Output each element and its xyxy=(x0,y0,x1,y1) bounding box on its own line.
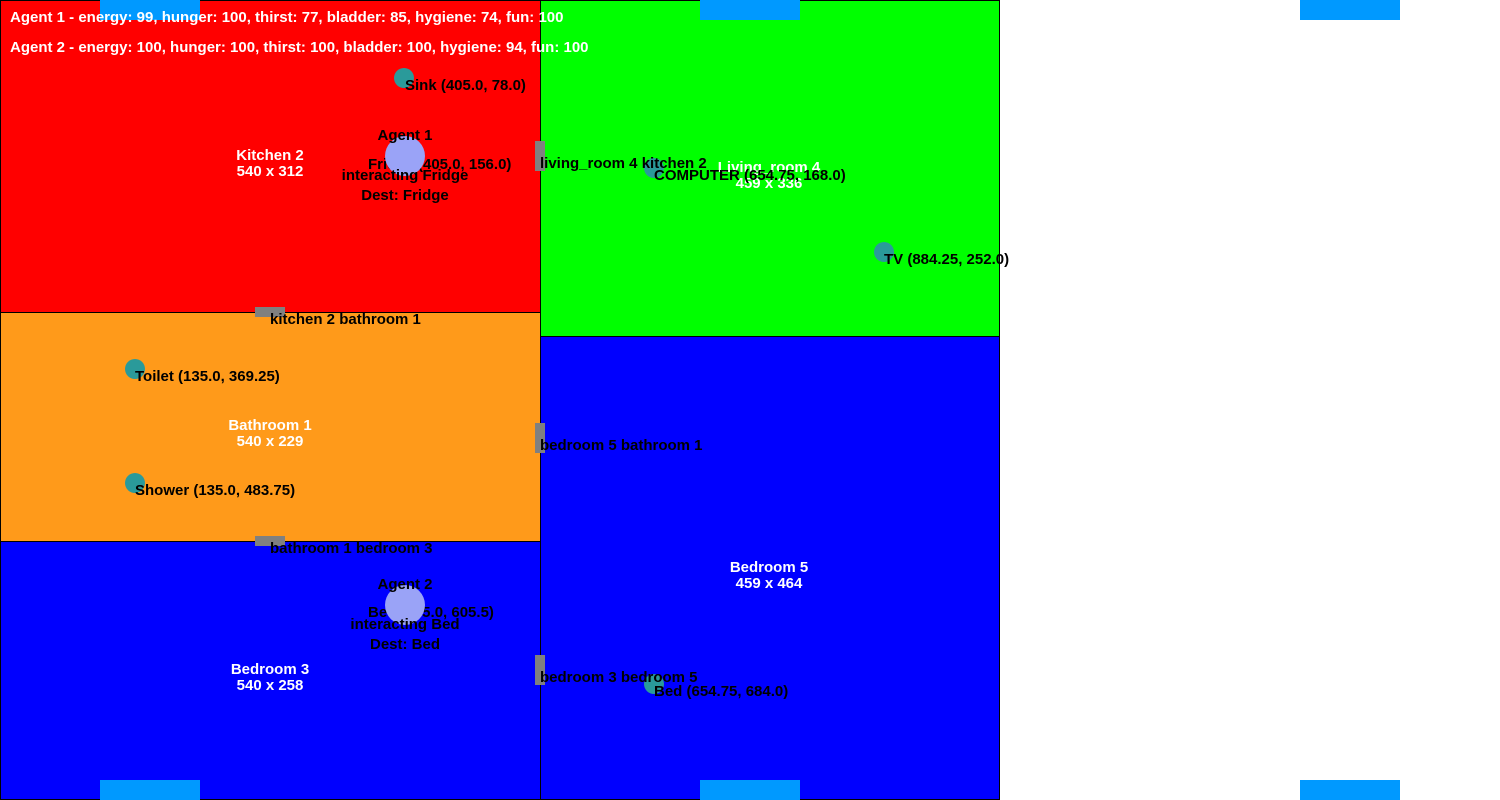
sink-label: Sink (405.0, 78.0) xyxy=(405,77,526,94)
toilet-icon[interactable] xyxy=(125,359,145,379)
door-kitchen-bathroom[interactable] xyxy=(255,307,285,317)
top-tab-2-overlay xyxy=(700,0,800,20)
bedroom3-name: Bedroom 3 xyxy=(230,661,310,678)
shower-label: Shower (135.0, 483.75) xyxy=(135,482,296,499)
room-living xyxy=(540,0,1000,337)
door-bathroom-bedroom3-label: bathroom 1 bedroom 3 xyxy=(270,540,433,557)
bottom-tab-1-overlay xyxy=(100,780,200,800)
agent1-name: Agent 1 xyxy=(377,127,433,144)
living-name: Living_room 4 xyxy=(717,159,821,176)
door-bedroom5-bathroom-label: bedroom 5 bathroom 1 xyxy=(540,437,703,454)
bedroom5-size: 459 x 464 xyxy=(735,575,803,592)
agent1-dest: Dest: Fridge xyxy=(361,187,449,204)
door-living-kitchen[interactable] xyxy=(535,141,545,171)
computer-icon[interactable] xyxy=(644,158,664,178)
door-living-kitchen-label: living_room 4 kitchen 2 xyxy=(540,155,707,172)
bedroom5-label: Bedroom 5 459 x 464 xyxy=(730,560,808,592)
bottom-tab-2-overlay xyxy=(700,780,800,800)
door-bedroom5-bathroom[interactable] xyxy=(535,423,545,453)
door-bedroom3-bedroom5-label: bedroom 3 bedroom 5 xyxy=(540,669,698,686)
agent2-action: interacting Bed xyxy=(350,616,460,633)
bathroom-size: 540 x 229 xyxy=(236,433,304,450)
agent1-action: interacting Fridge xyxy=(341,167,469,184)
door-kitchen-bathroom-label: kitchen 2 bathroom 1 xyxy=(270,311,421,328)
agent2-dest: Dest: Bed xyxy=(369,636,441,653)
bedroom3-label: Bedroom 3 540 x 258 xyxy=(231,662,309,694)
tv-icon[interactable] xyxy=(874,242,894,262)
sink-icon[interactable] xyxy=(394,68,414,88)
tv-label: TV (884.25, 252.0) xyxy=(884,251,1010,268)
door-bathroom-bedroom3[interactable] xyxy=(255,536,285,546)
door-bedroom3-bedroom5[interactable] xyxy=(535,655,545,685)
bottom-tab-3 xyxy=(1300,780,1400,800)
top-tab-3 xyxy=(1300,0,1400,20)
living-label: Living_room 4 459 x 336 xyxy=(718,160,821,192)
top-tab-1-overlay xyxy=(100,0,200,20)
bed5-label: Bed (654.75, 684.0) xyxy=(654,683,789,700)
toilet-label: Toilet (135.0, 369.25) xyxy=(135,368,280,385)
living-size: 459 x 336 xyxy=(735,175,803,192)
agent2-name: Agent 2 xyxy=(377,576,433,593)
agent1-avatar[interactable] xyxy=(385,136,425,176)
bathroom-label: Bathroom 1 540 x 229 xyxy=(228,418,311,450)
computer-label: COMPUTER (654.75, 168.0) xyxy=(654,167,846,184)
room-bathroom xyxy=(0,312,541,542)
kitchen-name: Kitchen 2 xyxy=(236,147,304,164)
agent2-status: Agent 2 - energy: 100, hunger: 100, thir… xyxy=(10,39,589,56)
bathroom-name: Bathroom 1 xyxy=(228,417,312,434)
bed5-icon[interactable] xyxy=(644,674,664,694)
room-bedroom5 xyxy=(540,336,1000,800)
bedroom3-size: 540 x 258 xyxy=(236,677,304,694)
agent2-avatar[interactable] xyxy=(385,585,425,625)
kitchen-label: Kitchen 2 540 x 312 xyxy=(236,148,304,180)
bedroom5-name: Bedroom 5 xyxy=(729,559,809,576)
room-kitchen xyxy=(0,0,541,313)
shower-icon[interactable] xyxy=(125,473,145,493)
agent1-status: Agent 1 - energy: 99, hunger: 100, thirs… xyxy=(10,9,564,26)
kitchen-size: 540 x 312 xyxy=(236,163,304,180)
